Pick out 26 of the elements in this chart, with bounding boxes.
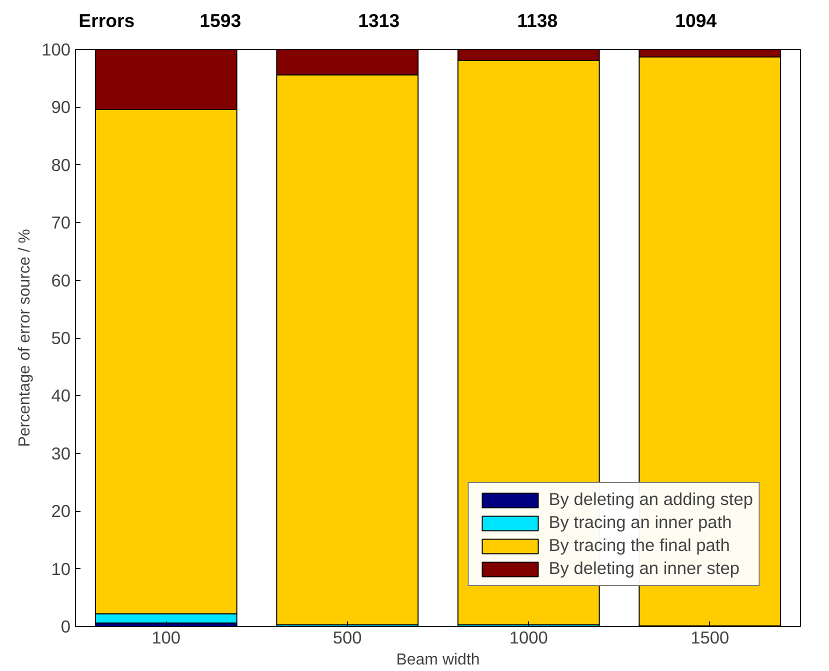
text: 1313 bbox=[358, 10, 400, 31]
text: 1138 bbox=[517, 10, 558, 31]
text: Errors bbox=[78, 10, 135, 31]
y-tick-label: 90 bbox=[51, 97, 71, 118]
x-tick-label: 500 bbox=[332, 628, 362, 648]
y-tick-label: 20 bbox=[51, 501, 71, 522]
x-tick-label: 1500 bbox=[690, 628, 730, 648]
y-tick-label: 50 bbox=[51, 328, 71, 348]
x-axis-title: Beam width bbox=[396, 652, 480, 668]
y-tick-label: 100 bbox=[42, 40, 71, 60]
x-tick-label: 1000 bbox=[509, 628, 548, 648]
text: 1094 bbox=[675, 10, 718, 31]
y-tick-label: 10 bbox=[51, 558, 71, 579]
x-tick-label: 100 bbox=[152, 628, 181, 648]
legend-label: By deleting an adding step bbox=[548, 489, 753, 510]
y-tick-label: 60 bbox=[51, 270, 71, 290]
y-tick-label: 0 bbox=[60, 616, 71, 636]
y-tick-label: 80 bbox=[51, 154, 71, 175]
text: 1593 bbox=[200, 10, 242, 31]
y-axis-title: Percentage of error source / % bbox=[16, 229, 34, 447]
legend-label: By tracing the final path bbox=[548, 535, 730, 556]
legend-label: By deleting an inner step bbox=[548, 558, 740, 579]
y-tick-label: 40 bbox=[51, 386, 71, 406]
legend-label: By tracing an inner path bbox=[548, 512, 732, 533]
y-tick-label: 70 bbox=[51, 212, 71, 233]
y-tick-label: 30 bbox=[51, 443, 71, 464]
